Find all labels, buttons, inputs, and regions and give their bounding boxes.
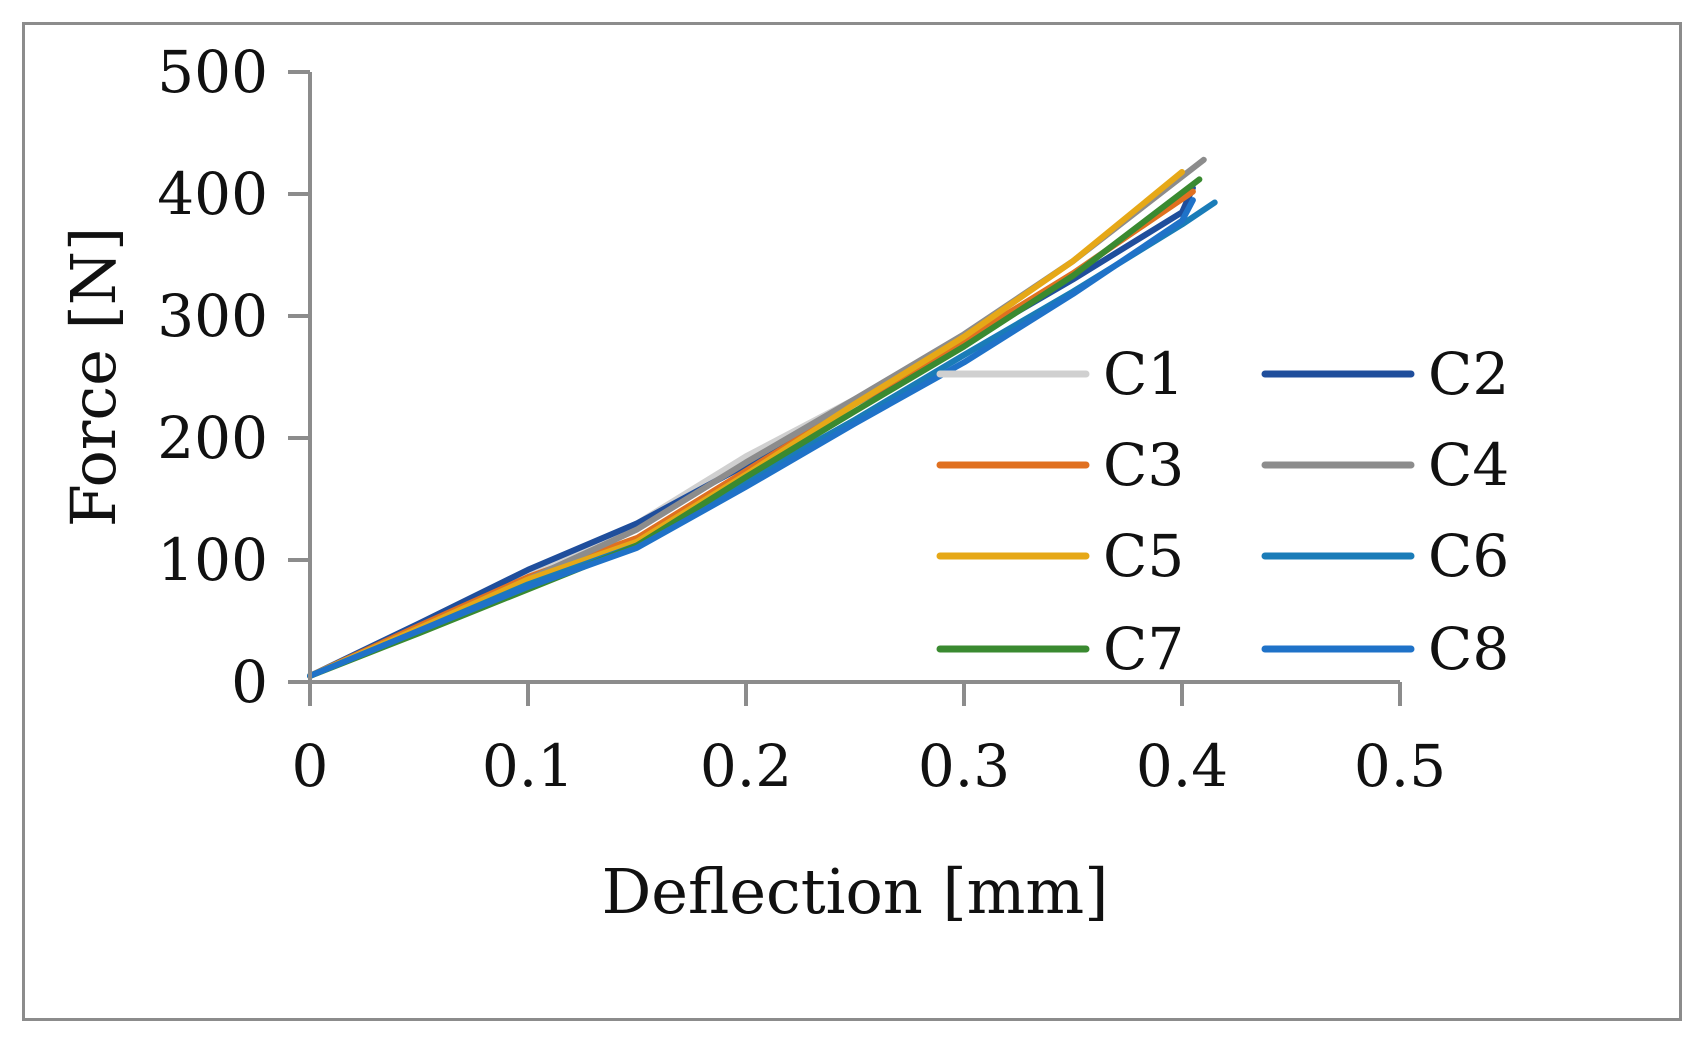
series-line-c3 bbox=[307, 188, 1196, 679]
legend-label: C7 bbox=[1103, 615, 1184, 683]
series-line-c5 bbox=[307, 169, 1185, 679]
legend-label: C5 bbox=[1103, 522, 1184, 590]
y-tick-label: 500 bbox=[157, 38, 268, 106]
legend-item-c4: C4 bbox=[1261, 431, 1509, 499]
x-tick-label: 0.2 bbox=[700, 732, 792, 800]
chart-frame: 0 100 200 300 400 500 0 0.1 0.2 0.3 0.4 0.5 C1 C2 C3 C… bbox=[22, 22, 1682, 1021]
y-tick-label: 300 bbox=[157, 282, 268, 350]
x-tick-label: 0 bbox=[292, 732, 329, 800]
legend-label: C3 bbox=[1103, 431, 1184, 499]
x-tick-label: 0.1 bbox=[482, 732, 574, 800]
legend-label: C6 bbox=[1428, 522, 1509, 590]
legend-item-c1: C1 bbox=[936, 340, 1184, 408]
legend-item-c2: C2 bbox=[1261, 340, 1509, 408]
plot-area bbox=[307, 156, 1218, 679]
legend-label: C4 bbox=[1428, 431, 1509, 499]
series-line-c8 bbox=[307, 197, 1196, 679]
y-tick-label: 100 bbox=[157, 526, 268, 594]
y-axis-title: Force [N] bbox=[57, 227, 130, 527]
legend-label: C1 bbox=[1103, 340, 1184, 408]
series-line-c7 bbox=[307, 176, 1203, 679]
legend-item-c6: C6 bbox=[1261, 522, 1509, 590]
series-line-c4 bbox=[307, 156, 1207, 679]
legend-item-c3: C3 bbox=[936, 431, 1184, 499]
axes: 0 100 200 300 400 500 0 0.1 0.2 0.3 0.4 0.5 bbox=[157, 38, 1446, 800]
y-tick-label: 0 bbox=[231, 648, 268, 716]
legend-item-c5: C5 bbox=[936, 522, 1184, 590]
legend-item-c8: C8 bbox=[1261, 615, 1509, 683]
series-line-c2 bbox=[307, 184, 1196, 679]
legend-label: C2 bbox=[1428, 340, 1509, 408]
legend-label: C8 bbox=[1428, 615, 1509, 683]
series-line-c1 bbox=[307, 194, 1185, 679]
legend: C1 C2 C3 C4 C5 C6 C7 C8 bbox=[936, 340, 1509, 683]
x-tick-label: 0.3 bbox=[918, 732, 1010, 800]
legend-item-c7: C7 bbox=[936, 615, 1184, 683]
y-tick-label: 200 bbox=[157, 404, 268, 472]
x-axis-title: Deflection [mm] bbox=[602, 855, 1109, 928]
x-tick-label: 0.5 bbox=[1354, 732, 1446, 800]
x-tick-label: 0.4 bbox=[1136, 732, 1228, 800]
y-tick-label: 400 bbox=[157, 160, 268, 228]
